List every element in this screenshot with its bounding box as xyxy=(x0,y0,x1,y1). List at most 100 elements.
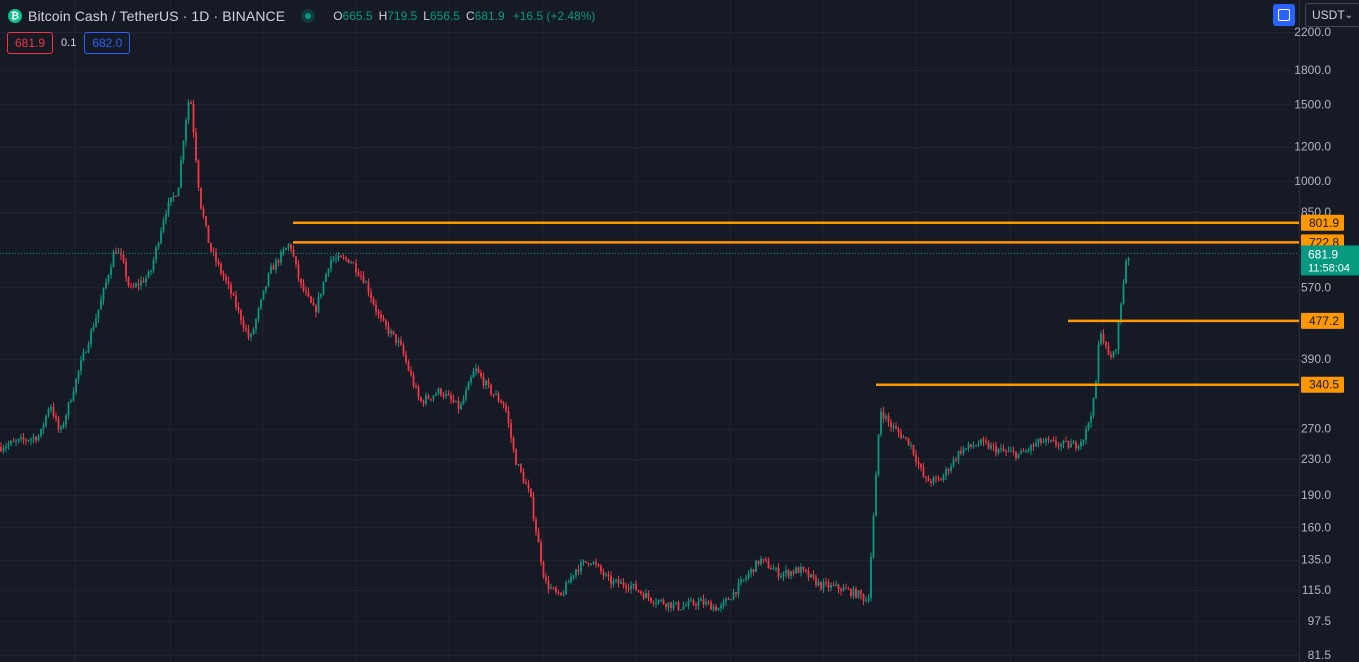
candle-body xyxy=(712,606,715,610)
candle-body xyxy=(715,606,717,611)
candle-body xyxy=(612,580,615,585)
candle-body xyxy=(820,581,822,589)
candle-body xyxy=(207,225,210,243)
candle-body xyxy=(690,600,692,602)
candle-body xyxy=(670,602,672,609)
candle-body xyxy=(1077,446,1080,449)
candle-body xyxy=(1047,439,1050,441)
candle-body xyxy=(245,327,247,330)
candle-body xyxy=(867,598,870,601)
spread-value: 0.1 xyxy=(61,37,77,49)
candle-body xyxy=(1010,450,1012,452)
candle-body xyxy=(332,259,335,261)
candle-body xyxy=(777,567,780,578)
candle-body xyxy=(860,590,862,595)
candle-body xyxy=(485,380,487,386)
candle-body xyxy=(275,260,277,270)
candle-body xyxy=(795,567,797,574)
candle-body xyxy=(875,474,877,517)
candle-body xyxy=(317,296,320,313)
candle-body xyxy=(647,593,650,598)
buy-button[interactable]: 682.0 xyxy=(84,32,131,54)
candle-body xyxy=(255,319,257,330)
candle-body xyxy=(50,407,52,410)
candle-body xyxy=(1070,443,1072,448)
candle-body xyxy=(280,252,282,263)
symbol-title[interactable]: Bitcoin Cash / TetherUS · 1D · BINANCE xyxy=(28,8,286,24)
top-right-controls: USDT ⌄ xyxy=(1273,3,1359,27)
candle-body xyxy=(305,290,307,293)
candle-body xyxy=(592,562,595,564)
candle-body xyxy=(47,409,50,416)
candle-body xyxy=(1117,322,1120,350)
candle-body xyxy=(37,436,40,441)
candle-body xyxy=(687,601,690,606)
candle-body xyxy=(915,454,917,462)
candle-body xyxy=(755,560,757,573)
candle-body xyxy=(615,579,617,581)
candle-body xyxy=(870,557,872,599)
candle-body xyxy=(1087,422,1090,430)
change-value: +16.5 (+2.48%) xyxy=(512,9,596,23)
candle-body xyxy=(465,390,467,400)
candle-body xyxy=(497,394,500,401)
candle-body xyxy=(1067,441,1070,448)
candle-body xyxy=(152,259,155,271)
candle-body xyxy=(640,591,642,594)
candle-body xyxy=(990,445,992,449)
candle-body xyxy=(507,410,510,424)
candle-body xyxy=(125,261,127,278)
sell-button[interactable]: 681.9 xyxy=(7,32,54,54)
candle-body xyxy=(980,439,982,445)
candle-body xyxy=(1072,442,1075,444)
candle-body xyxy=(650,597,652,602)
candle-body xyxy=(510,423,512,438)
candle-body xyxy=(1055,440,1057,446)
fullscreen-button[interactable] xyxy=(1273,4,1295,26)
candle-body xyxy=(55,415,57,419)
candle-body xyxy=(352,262,355,264)
candle-body xyxy=(142,280,145,283)
candle-body xyxy=(735,592,737,595)
candle-body xyxy=(500,400,502,404)
candle-body xyxy=(880,411,882,435)
candle-body xyxy=(1092,398,1095,417)
candle-body xyxy=(837,584,840,590)
candle-body xyxy=(522,471,525,483)
candle-body xyxy=(722,601,725,606)
candle-body xyxy=(467,382,470,391)
candle-body xyxy=(970,444,972,447)
candle-body xyxy=(52,407,55,416)
candle-body xyxy=(342,257,345,259)
candle-body xyxy=(992,445,995,447)
candle-body xyxy=(130,285,132,287)
candle-body xyxy=(1025,450,1027,452)
candle-body xyxy=(632,583,635,586)
candle-body xyxy=(1022,451,1025,453)
candle-body xyxy=(290,244,292,250)
candle-body xyxy=(220,263,222,273)
candle-body xyxy=(455,400,457,403)
candle-body xyxy=(960,450,962,454)
candle-body xyxy=(680,609,682,611)
bitcoin-cash-icon: ₿ xyxy=(8,9,22,23)
candle-body xyxy=(942,475,945,481)
candle-body xyxy=(127,277,130,286)
price-tag-bg xyxy=(1301,312,1344,329)
candle-body xyxy=(710,602,712,610)
price-axis-tick: 1800.0 xyxy=(1294,63,1331,77)
candle-body xyxy=(742,579,745,581)
candle-body xyxy=(602,571,605,576)
candle-body xyxy=(1065,440,1067,442)
candle-body xyxy=(1090,416,1092,423)
chart-header: ₿ Bitcoin Cash / TetherUS · 1D · BINANCE… xyxy=(8,6,595,26)
candle-body xyxy=(530,488,532,497)
currency-select[interactable]: USDT ⌄ xyxy=(1305,3,1359,27)
open-label: O xyxy=(333,9,343,23)
candle-body xyxy=(30,438,32,441)
candle-body xyxy=(1095,381,1097,399)
market-status-icon[interactable] xyxy=(301,9,316,23)
price-axis-tick: 270.0 xyxy=(1301,422,1331,436)
candle-body xyxy=(842,587,845,592)
